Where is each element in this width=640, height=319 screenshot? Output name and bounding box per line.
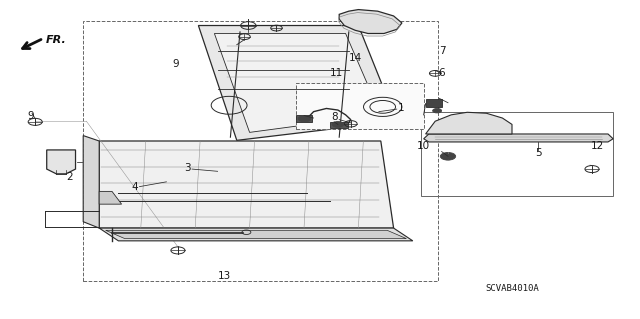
Text: 9: 9: [173, 59, 179, 69]
Text: 9: 9: [28, 111, 34, 121]
Text: 2: 2: [66, 172, 72, 182]
Polygon shape: [339, 10, 402, 33]
Bar: [83, 21, 438, 281]
Circle shape: [298, 115, 311, 122]
Text: 11: 11: [330, 68, 342, 78]
Polygon shape: [426, 112, 512, 134]
Text: 8: 8: [331, 112, 337, 122]
Text: 14: 14: [349, 53, 362, 63]
Polygon shape: [99, 141, 394, 228]
Text: 13: 13: [218, 271, 230, 281]
Polygon shape: [83, 136, 99, 228]
Circle shape: [433, 108, 442, 113]
Polygon shape: [214, 33, 381, 132]
Text: SCVAB4010A: SCVAB4010A: [485, 284, 539, 293]
Bar: [296, 83, 424, 129]
Polygon shape: [99, 228, 413, 241]
Circle shape: [332, 122, 344, 127]
Circle shape: [442, 154, 452, 160]
Circle shape: [440, 152, 456, 160]
Text: 5: 5: [536, 148, 542, 158]
Bar: [421, 112, 613, 196]
Text: FR.: FR.: [46, 35, 67, 45]
Polygon shape: [424, 134, 613, 142]
Text: 7: 7: [440, 46, 446, 56]
Text: 12: 12: [591, 141, 604, 151]
Text: 3: 3: [184, 163, 191, 174]
Polygon shape: [198, 26, 397, 140]
Text: 10: 10: [417, 141, 430, 151]
Bar: [296, 115, 312, 122]
Text: 6: 6: [438, 68, 445, 78]
Text: 1: 1: [397, 103, 404, 114]
Bar: [330, 122, 348, 128]
Polygon shape: [47, 150, 76, 174]
Text: 4: 4: [131, 182, 138, 192]
Polygon shape: [106, 230, 406, 239]
Bar: [426, 99, 442, 107]
Polygon shape: [99, 191, 122, 204]
